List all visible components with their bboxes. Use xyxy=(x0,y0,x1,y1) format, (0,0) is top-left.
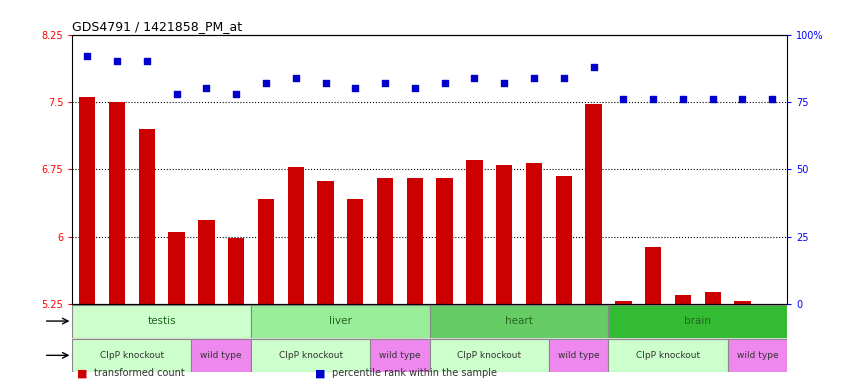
Bar xyxy=(72,305,251,338)
Bar xyxy=(430,305,608,338)
Point xyxy=(199,85,213,91)
Point xyxy=(646,96,660,102)
Point xyxy=(557,74,570,81)
Bar xyxy=(430,339,549,372)
Bar xyxy=(526,163,542,304)
Text: ClpP knockout: ClpP knockout xyxy=(100,351,164,360)
Bar xyxy=(466,160,483,304)
Text: wild type: wild type xyxy=(737,351,778,360)
Point xyxy=(587,64,601,70)
Bar xyxy=(288,167,304,304)
Point xyxy=(230,91,243,97)
Point xyxy=(170,91,184,97)
Text: transformed count: transformed count xyxy=(94,368,185,378)
Bar xyxy=(109,102,125,304)
Bar xyxy=(317,181,334,304)
Bar xyxy=(556,175,572,304)
Point xyxy=(468,74,482,81)
Bar xyxy=(191,339,251,372)
Text: ClpP knockout: ClpP knockout xyxy=(457,351,522,360)
Bar xyxy=(72,304,787,338)
Point xyxy=(318,80,332,86)
Text: ■: ■ xyxy=(77,368,87,378)
Bar xyxy=(258,199,274,304)
Text: testis: testis xyxy=(147,316,176,326)
Bar xyxy=(347,199,363,304)
Text: liver: liver xyxy=(329,316,351,326)
Bar xyxy=(764,304,780,306)
Point xyxy=(408,85,422,91)
Bar xyxy=(72,338,787,372)
Bar xyxy=(645,247,661,304)
Point xyxy=(735,96,749,102)
Bar xyxy=(251,305,430,338)
Bar xyxy=(496,165,512,304)
Point xyxy=(140,58,154,65)
Bar xyxy=(72,339,191,372)
Bar xyxy=(370,339,430,372)
Bar xyxy=(377,178,393,304)
Text: wild type: wild type xyxy=(380,351,420,360)
Point xyxy=(80,53,94,59)
Bar xyxy=(585,104,602,304)
Point xyxy=(378,80,391,86)
Bar xyxy=(615,301,631,304)
Bar xyxy=(549,339,608,372)
Point xyxy=(676,96,689,102)
Point xyxy=(438,80,452,86)
Point xyxy=(527,74,541,81)
Text: wild type: wild type xyxy=(201,351,242,360)
Bar xyxy=(734,301,751,304)
Text: ClpP knockout: ClpP knockout xyxy=(278,351,343,360)
Text: ■: ■ xyxy=(315,368,325,378)
Bar xyxy=(705,292,721,304)
Bar xyxy=(675,295,691,304)
Text: GDS4791 / 1421858_PM_at: GDS4791 / 1421858_PM_at xyxy=(72,20,243,33)
Bar xyxy=(198,220,214,304)
Text: brain: brain xyxy=(684,316,711,326)
Bar xyxy=(608,305,787,338)
Point xyxy=(705,96,719,102)
Text: percentile rank within the sample: percentile rank within the sample xyxy=(332,368,497,378)
Bar xyxy=(139,129,155,304)
Bar xyxy=(407,178,423,304)
Point xyxy=(349,85,363,91)
Text: wild type: wild type xyxy=(558,351,599,360)
Point xyxy=(616,96,630,102)
Point xyxy=(497,80,511,86)
Bar xyxy=(251,339,370,372)
Text: heart: heart xyxy=(505,316,533,326)
Bar xyxy=(437,178,453,304)
Bar xyxy=(168,232,185,304)
Bar xyxy=(228,238,244,304)
Point xyxy=(765,96,779,102)
Point xyxy=(111,58,124,65)
Point xyxy=(259,80,272,86)
Bar xyxy=(608,339,728,372)
Text: ClpP knockout: ClpP knockout xyxy=(636,351,700,360)
Bar xyxy=(79,98,95,304)
Bar xyxy=(728,339,787,372)
Point xyxy=(289,74,303,81)
